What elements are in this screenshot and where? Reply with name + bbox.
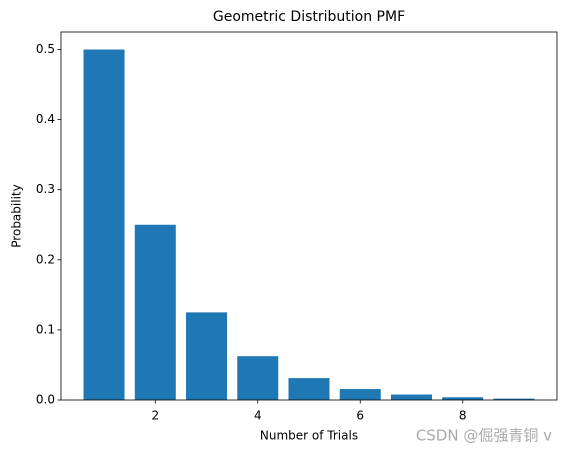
y-tick-label: 0.3 [36,182,55,196]
bar [339,389,381,400]
bar [83,49,125,401]
y-tick-label: 0.1 [36,322,55,336]
bar [442,397,484,400]
bar [237,356,279,400]
x-tick-label: 8 [459,409,467,423]
plot-frame [60,31,558,401]
y-axis-label: Probability [10,184,24,247]
y-tick-label: 0.2 [36,252,55,266]
y-tick-label: 0.5 [36,42,55,56]
bar [186,312,228,400]
watermark: CSDN @倔强青铜 v [416,427,552,445]
bar [390,394,432,400]
bar [134,224,176,400]
x-tick-label: 2 [151,409,159,423]
bar [288,378,330,400]
x-axis-label: Number of Trials [260,429,358,443]
x-tick-label: 6 [356,409,364,423]
chart-title: Geometric Distribution PMF [213,9,405,25]
bar [493,398,535,400]
x-tick-label: 4 [254,409,262,423]
y-tick-label: 0.0 [36,393,55,407]
y-tick-label: 0.4 [36,112,55,126]
